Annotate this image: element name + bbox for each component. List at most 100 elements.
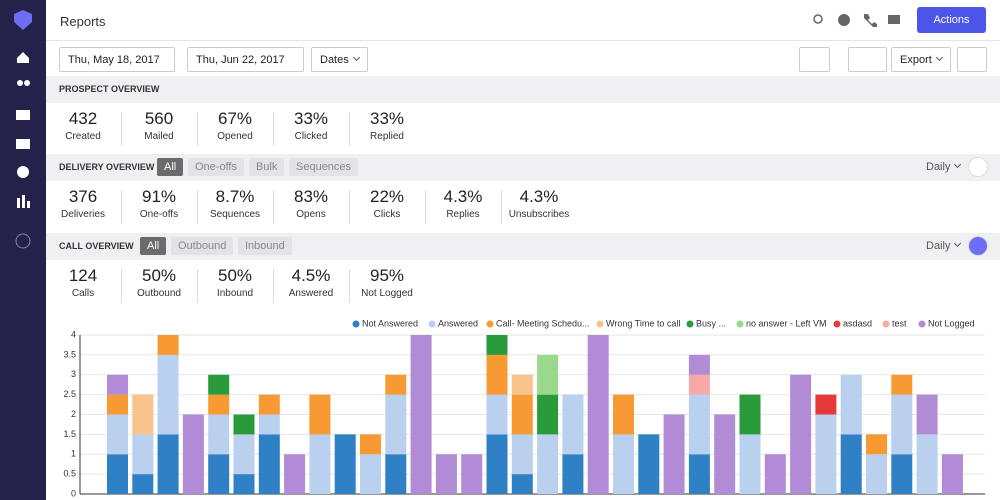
stat-label: One-offs bbox=[139, 209, 179, 220]
separator bbox=[349, 269, 350, 303]
stat: 8.7% Sequences bbox=[197, 187, 273, 220]
people-icon[interactable] bbox=[17, 80, 23, 86]
legend-label: Busy ... bbox=[696, 318, 726, 328]
bar-segment bbox=[284, 454, 306, 494]
library-icon[interactable] bbox=[16, 139, 30, 149]
search-icon[interactable] bbox=[813, 14, 823, 24]
bar-segment bbox=[941, 454, 963, 494]
stat-label: Calls bbox=[71, 288, 95, 299]
bar-segment bbox=[840, 434, 862, 494]
tasks-icon[interactable] bbox=[17, 166, 29, 178]
user-button[interactable] bbox=[848, 47, 887, 72]
dates-button[interactable]: Dates bbox=[311, 47, 368, 72]
legend-swatch bbox=[596, 320, 604, 328]
refresh-button[interactable] bbox=[799, 47, 830, 72]
bar-segment bbox=[107, 394, 128, 415]
y-tick-label: 2 bbox=[71, 409, 76, 419]
bar-segment bbox=[486, 335, 508, 355]
separator bbox=[425, 190, 426, 224]
stat-value: 376 bbox=[68, 187, 98, 206]
start-date-input[interactable]: Thu, May 18, 2017 bbox=[59, 47, 175, 72]
bar-segment bbox=[866, 434, 887, 455]
legend-label: no answer - Left VM bbox=[746, 318, 827, 328]
briefcase-icon[interactable] bbox=[16, 110, 30, 120]
bar-segment bbox=[157, 354, 179, 435]
legend-swatch bbox=[486, 320, 494, 328]
y-tick-label: 1.5 bbox=[63, 429, 76, 439]
stat: 50% Inbound bbox=[197, 266, 273, 299]
bar-segment bbox=[334, 434, 356, 494]
bar-segment bbox=[562, 454, 584, 494]
stat: 376 Deliveries bbox=[45, 187, 121, 220]
home-icon[interactable] bbox=[17, 52, 29, 63]
activity-button[interactable] bbox=[957, 47, 987, 72]
bar-segment bbox=[182, 414, 204, 494]
actions-button[interactable]: Actions bbox=[917, 7, 986, 33]
stat-label: Sequences bbox=[209, 209, 261, 220]
stat: 22% Clicks bbox=[349, 187, 425, 220]
tab[interactable]: Bulk bbox=[249, 158, 285, 176]
bar-segment bbox=[613, 394, 634, 435]
legend-label: Not Answered bbox=[362, 318, 418, 328]
section-title: PROSPECT OVERVIEW bbox=[59, 84, 160, 94]
period-select[interactable]: Daily bbox=[926, 160, 962, 173]
stat: 124 Calls bbox=[45, 266, 121, 299]
separator bbox=[121, 269, 122, 303]
bar-segment bbox=[891, 454, 913, 494]
phone-icon[interactable] bbox=[864, 14, 877, 27]
section-title: DELIVERY OVERVIEW bbox=[59, 162, 155, 172]
separator bbox=[273, 190, 274, 224]
stat-value: 33% bbox=[369, 109, 405, 128]
section-title: CALL OVERVIEW bbox=[59, 241, 134, 251]
download-icon[interactable] bbox=[15, 233, 31, 249]
bar-segment bbox=[107, 374, 128, 395]
y-tick-label: 3 bbox=[71, 369, 76, 379]
stat: 4.3% Unsubscribes bbox=[501, 187, 577, 220]
stat-label: Mailed bbox=[144, 131, 174, 142]
bar-segment bbox=[537, 394, 559, 435]
tab[interactable]: All bbox=[157, 158, 184, 176]
tab[interactable]: Inbound bbox=[238, 237, 292, 255]
legend-label: asdasd bbox=[843, 318, 872, 328]
tab[interactable]: Outbound bbox=[171, 237, 234, 255]
mail-icon[interactable] bbox=[888, 15, 900, 24]
tab[interactable]: All bbox=[140, 237, 167, 255]
bar-segment bbox=[688, 354, 710, 375]
chart: 0 0.5 1 1.5 2 2.5 3 3.5 4 Not Answered Answered Cal… bbox=[63, 318, 985, 498]
separator bbox=[121, 190, 122, 224]
bar-segment bbox=[688, 454, 710, 494]
export-button[interactable]: Export bbox=[891, 47, 951, 72]
bar-segment bbox=[208, 454, 230, 494]
period-select[interactable]: Daily bbox=[926, 239, 962, 252]
legend-swatch bbox=[352, 320, 360, 328]
prospect-band bbox=[46, 76, 1000, 103]
end-date-input[interactable]: Thu, Jun 22, 2017 bbox=[187, 47, 304, 72]
y-tick-label: 0.5 bbox=[63, 469, 76, 479]
stat: 560 Mailed bbox=[121, 109, 197, 142]
stat: 83% Opens bbox=[273, 187, 349, 220]
stat-value: 33% bbox=[293, 109, 329, 128]
tab[interactable]: One-offs bbox=[188, 158, 244, 176]
chart-toggle[interactable] bbox=[968, 157, 988, 177]
stat-label: Clicked bbox=[294, 131, 328, 142]
chart-toggle[interactable] bbox=[968, 236, 988, 256]
bar-segment bbox=[688, 374, 710, 395]
tab[interactable]: Sequences bbox=[289, 158, 359, 176]
bar-segment bbox=[360, 434, 381, 455]
bar-segment bbox=[435, 454, 457, 494]
stat-label: Inbound bbox=[216, 288, 254, 299]
bar-segment bbox=[511, 434, 533, 475]
separator bbox=[197, 190, 198, 224]
legend-swatch bbox=[882, 320, 890, 328]
stat: 91% One-offs bbox=[121, 187, 197, 220]
help-icon[interactable] bbox=[838, 14, 850, 26]
stat-value: 83% bbox=[293, 187, 329, 206]
reports-icon[interactable] bbox=[17, 198, 20, 208]
stat: 95% Not Logged bbox=[349, 266, 425, 299]
stat-label: Not Logged bbox=[361, 288, 413, 299]
stat-value: 4.3% bbox=[443, 187, 483, 206]
stat: 33% Clicked bbox=[273, 109, 349, 142]
bar-segment bbox=[638, 434, 660, 494]
logo[interactable] bbox=[14, 10, 32, 30]
